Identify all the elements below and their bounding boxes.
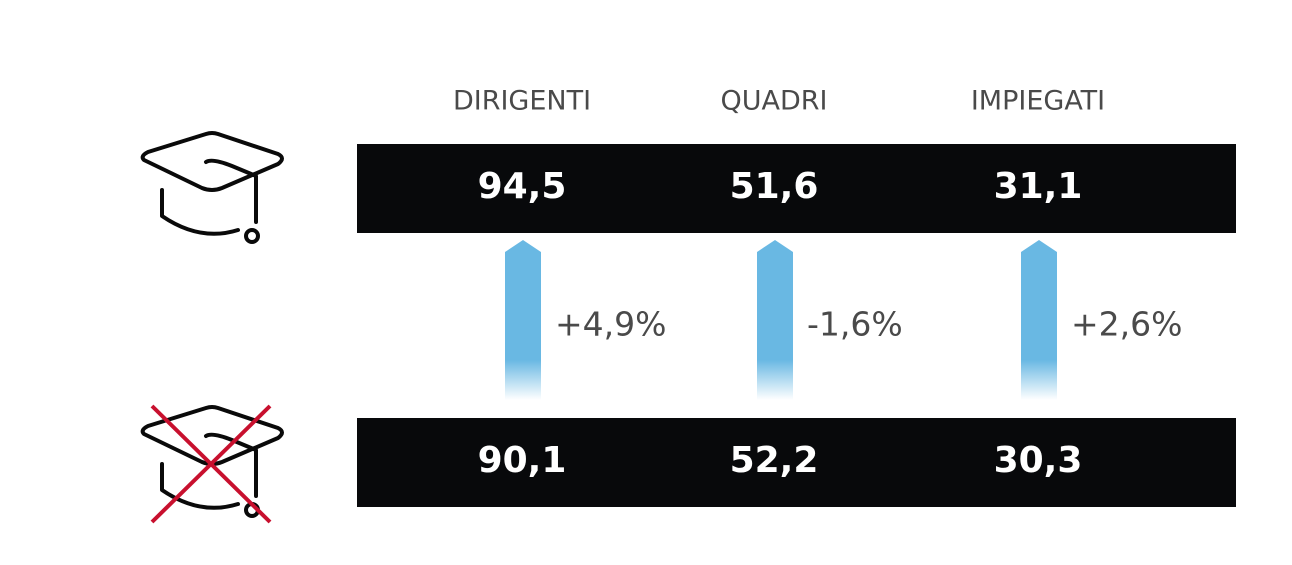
- value: 30,3: [994, 440, 1083, 481]
- non-graduate-icon: [140, 405, 284, 518]
- change: -1,6%: [807, 305, 903, 344]
- arrow: [505, 240, 541, 400]
- graduate-icon: [140, 131, 284, 244]
- column-header: IMPIEGATI: [971, 86, 1105, 117]
- value: 51,6: [730, 166, 819, 207]
- value: 31,1: [994, 166, 1083, 207]
- column-header: DIRIGENTI: [453, 86, 591, 117]
- cross: [150, 404, 272, 524]
- value: 94,5: [478, 166, 567, 207]
- row-band: [357, 144, 1236, 233]
- row-band: [357, 418, 1236, 507]
- arrow: [757, 240, 793, 400]
- change: +2,6%: [1071, 305, 1183, 344]
- value: 52,2: [730, 440, 819, 481]
- arrow: [1021, 240, 1057, 400]
- change: +4,9%: [555, 305, 667, 344]
- value: 90,1: [478, 440, 567, 481]
- column-header: QUADRI: [721, 86, 828, 117]
